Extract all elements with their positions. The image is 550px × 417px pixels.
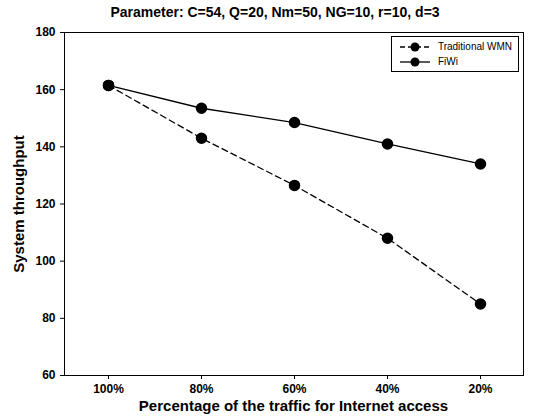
svg-text:100: 100 bbox=[35, 254, 55, 268]
svg-text:120: 120 bbox=[35, 197, 55, 211]
svg-text:40%: 40% bbox=[375, 382, 399, 396]
html-text:Parameter: C=54, Q=20, Nm=50,: Parameter: C=54, Q=20, Nm=50, NG=10, r=1… bbox=[110, 4, 440, 20]
html-text:Traditional WMN: Traditional WMN bbox=[437, 41, 512, 52]
html-text:System throughput: System throughput bbox=[9, 134, 27, 273]
svg-text:80: 80 bbox=[42, 311, 56, 325]
svg-text:180: 180 bbox=[35, 25, 55, 39]
svg-text:140: 140 bbox=[35, 140, 55, 154]
html-text:Percentage of the traffic for: Percentage of the traffic for Internet a… bbox=[138, 397, 449, 414]
svg-text:60: 60 bbox=[42, 368, 56, 382]
html-text:FiWi: FiWi bbox=[437, 56, 458, 67]
svg-text:80%: 80% bbox=[189, 382, 213, 396]
svg-text:60%: 60% bbox=[282, 382, 306, 396]
svg-text:100%: 100% bbox=[93, 382, 124, 396]
svg-text:20%: 20% bbox=[468, 382, 492, 396]
svg-text:160: 160 bbox=[35, 83, 55, 97]
